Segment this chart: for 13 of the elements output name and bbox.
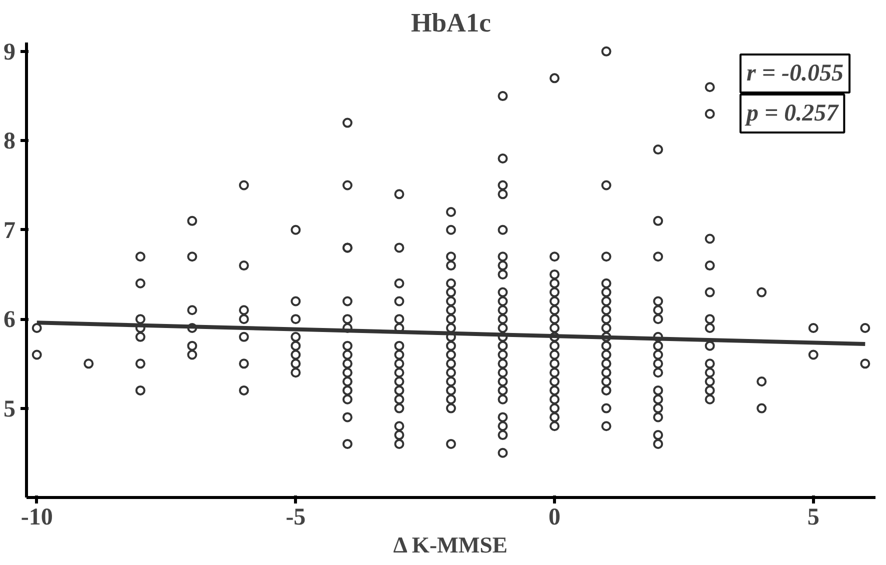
- chart-title: HbA1c: [411, 8, 492, 38]
- x-tick-label: -5: [286, 504, 306, 530]
- y-tick-label: 7: [4, 218, 16, 244]
- x-tick-label: 5: [807, 504, 820, 530]
- x-axis-title: Δ K-MMSE: [393, 532, 508, 558]
- y-tick-label: 8: [4, 128, 16, 155]
- annotation: p = 0.257: [744, 100, 840, 126]
- y-tick-label: 5: [4, 396, 16, 422]
- y-tick-label: 9: [4, 39, 16, 66]
- y-tick-label: 6: [4, 307, 16, 334]
- annotation: r = -0.055: [746, 60, 844, 86]
- x-tick-label: -10: [20, 504, 53, 530]
- x-tick-label: 0: [548, 504, 561, 530]
